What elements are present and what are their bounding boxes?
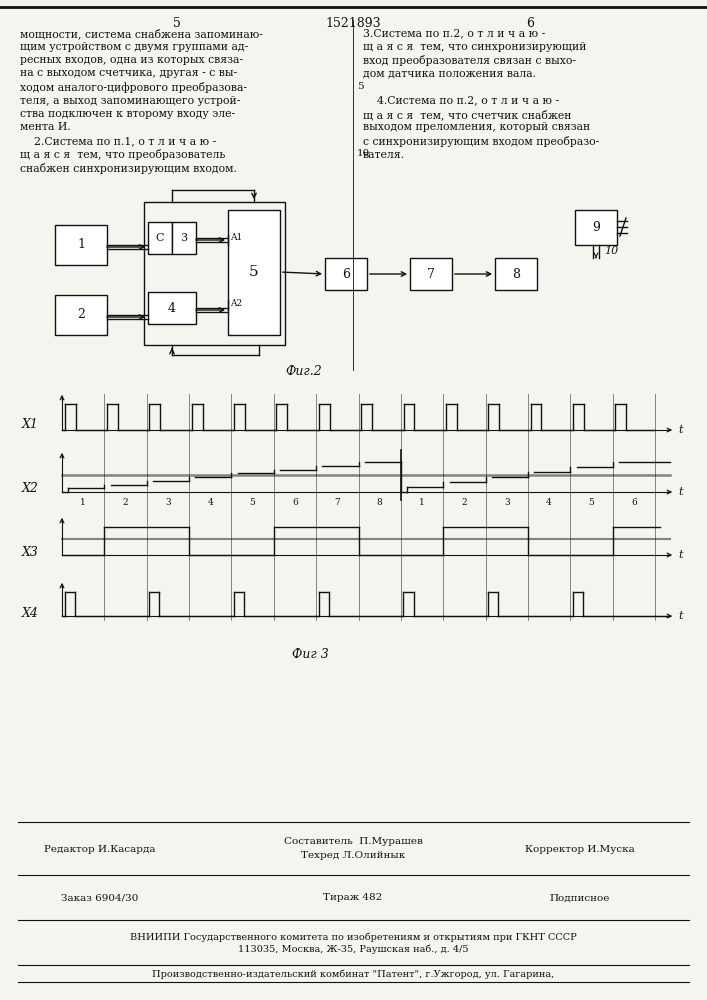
- Text: 2: 2: [123, 498, 129, 507]
- Bar: [55, 225, 107, 265]
- Text: с синхронизирующим входом преобразо-: с синхронизирующим входом преобразо-: [363, 136, 600, 147]
- Text: 5: 5: [250, 498, 255, 507]
- Text: 4: 4: [168, 302, 176, 314]
- Text: X1: X1: [21, 418, 38, 431]
- Text: 1: 1: [81, 498, 86, 507]
- Text: 5: 5: [173, 17, 181, 30]
- Text: 10: 10: [357, 149, 370, 158]
- Text: Техред Л.Олийнык: Техред Л.Олийнык: [301, 852, 405, 860]
- Text: t: t: [678, 425, 682, 435]
- Text: 5: 5: [249, 265, 259, 279]
- Text: выходом преломления, который связан: выходом преломления, который связан: [363, 122, 590, 132]
- Text: 4: 4: [207, 498, 213, 507]
- Text: 2: 2: [462, 498, 467, 507]
- Text: ресных входов, одна из которых связа-: ресных входов, одна из которых связа-: [20, 55, 243, 65]
- Text: t: t: [678, 550, 682, 560]
- Text: Подписное: Подписное: [550, 894, 610, 902]
- Text: теля, а выход запоминающего устрой-: теля, а выход запоминающего устрой-: [20, 96, 240, 105]
- Text: X4: X4: [21, 607, 38, 620]
- Text: 4.Система по п.2, о т л и ч а ю -: 4.Система по п.2, о т л и ч а ю -: [363, 96, 559, 105]
- Text: 10: 10: [604, 246, 618, 256]
- Text: 1: 1: [419, 498, 425, 507]
- Text: 2: 2: [77, 308, 85, 322]
- Bar: [148, 292, 196, 324]
- Text: ВНИИПИ Государственного комитета по изобретениям и открытиям при ГКНТ СССР: ВНИИПИ Государственного комитета по изоб…: [129, 932, 576, 942]
- Text: 6: 6: [631, 498, 637, 507]
- Text: Заказ 6904/30: Заказ 6904/30: [62, 894, 139, 902]
- Text: Фиг 3: Фиг 3: [291, 648, 328, 661]
- Text: щ а я с я  тем, что преобразователь: щ а я с я тем, что преобразователь: [20, 149, 226, 160]
- Text: A1: A1: [230, 233, 243, 242]
- Bar: [325, 258, 367, 290]
- Text: 7: 7: [427, 267, 435, 280]
- Text: щ а я с я  тем, что счетчик снабжен: щ а я с я тем, что счетчик снабжен: [363, 109, 571, 120]
- Text: X3: X3: [21, 546, 38, 559]
- Text: мента И.: мента И.: [20, 122, 71, 132]
- Text: 9: 9: [592, 221, 600, 234]
- Text: на с выходом счетчика, другая - с вы-: на с выходом счетчика, другая - с вы-: [20, 68, 237, 79]
- Text: вход преобразователя связан с выхо-: вход преобразователя связан с выхо-: [363, 55, 576, 66]
- Text: t: t: [678, 611, 682, 621]
- Text: 4: 4: [547, 498, 552, 507]
- Text: 8: 8: [512, 267, 520, 280]
- Text: 5: 5: [357, 82, 363, 91]
- Bar: [172, 222, 196, 254]
- Text: 8: 8: [377, 498, 382, 507]
- Text: снабжен синхронизирующим входом.: снабжен синхронизирующим входом.: [20, 163, 237, 174]
- Text: 3: 3: [165, 498, 170, 507]
- Bar: [55, 295, 107, 335]
- Text: 3: 3: [180, 233, 187, 243]
- Text: Корректор И.Муска: Корректор И.Муска: [525, 844, 635, 854]
- Text: 7: 7: [334, 498, 340, 507]
- Text: 1: 1: [77, 238, 85, 251]
- Bar: [144, 202, 285, 345]
- Text: 3: 3: [504, 498, 510, 507]
- Bar: [575, 210, 617, 245]
- Text: 5: 5: [588, 498, 595, 507]
- Text: Составитель  П.Мурашев: Составитель П.Мурашев: [284, 838, 423, 846]
- Text: X2: X2: [21, 482, 38, 495]
- Text: ства подключен к второму входу эле-: ства подключен к второму входу эле-: [20, 109, 235, 119]
- Text: вателя.: вателя.: [363, 149, 405, 159]
- Text: 3.Система по п.2, о т л и ч а ю -: 3.Система по п.2, о т л и ч а ю -: [363, 28, 545, 38]
- Text: C: C: [156, 233, 164, 243]
- Text: дом датчика положения вала.: дом датчика положения вала.: [363, 68, 536, 79]
- Text: Тираж 482: Тираж 482: [323, 894, 382, 902]
- Text: 6: 6: [526, 17, 534, 30]
- Text: 113035, Москва, Ж-35, Раушская наб., д. 4/5: 113035, Москва, Ж-35, Раушская наб., д. …: [238, 944, 468, 954]
- Text: щ а я с я  тем, что синхронизирующий: щ а я с я тем, что синхронизирующий: [363, 41, 587, 51]
- Text: 2.Система по п.1, о т л и ч а ю -: 2.Система по п.1, о т л и ч а ю -: [20, 136, 216, 146]
- Text: t: t: [678, 487, 682, 497]
- Bar: [410, 258, 452, 290]
- Bar: [148, 222, 172, 254]
- Bar: [228, 210, 280, 335]
- Text: 1521893: 1521893: [325, 17, 381, 30]
- Bar: [495, 258, 537, 290]
- Text: ходом аналого-цифрового преобразова-: ходом аналого-цифрового преобразова-: [20, 82, 247, 93]
- Text: щим устройством с двумя группами ад-: щим устройством с двумя группами ад-: [20, 41, 248, 51]
- Text: мощности, система снабжена запоминаю-: мощности, система снабжена запоминаю-: [20, 28, 263, 39]
- Text: 6: 6: [342, 267, 350, 280]
- Text: Фиг.2: Фиг.2: [285, 365, 322, 378]
- Text: Редактор И.Касарда: Редактор И.Касарда: [45, 844, 156, 854]
- Text: 6: 6: [292, 498, 298, 507]
- Text: A2: A2: [230, 298, 242, 308]
- Text: Производственно-издательский комбинат "Патент", г.Ужгород, ул. Гагарина,: Производственно-издательский комбинат "П…: [152, 969, 554, 979]
